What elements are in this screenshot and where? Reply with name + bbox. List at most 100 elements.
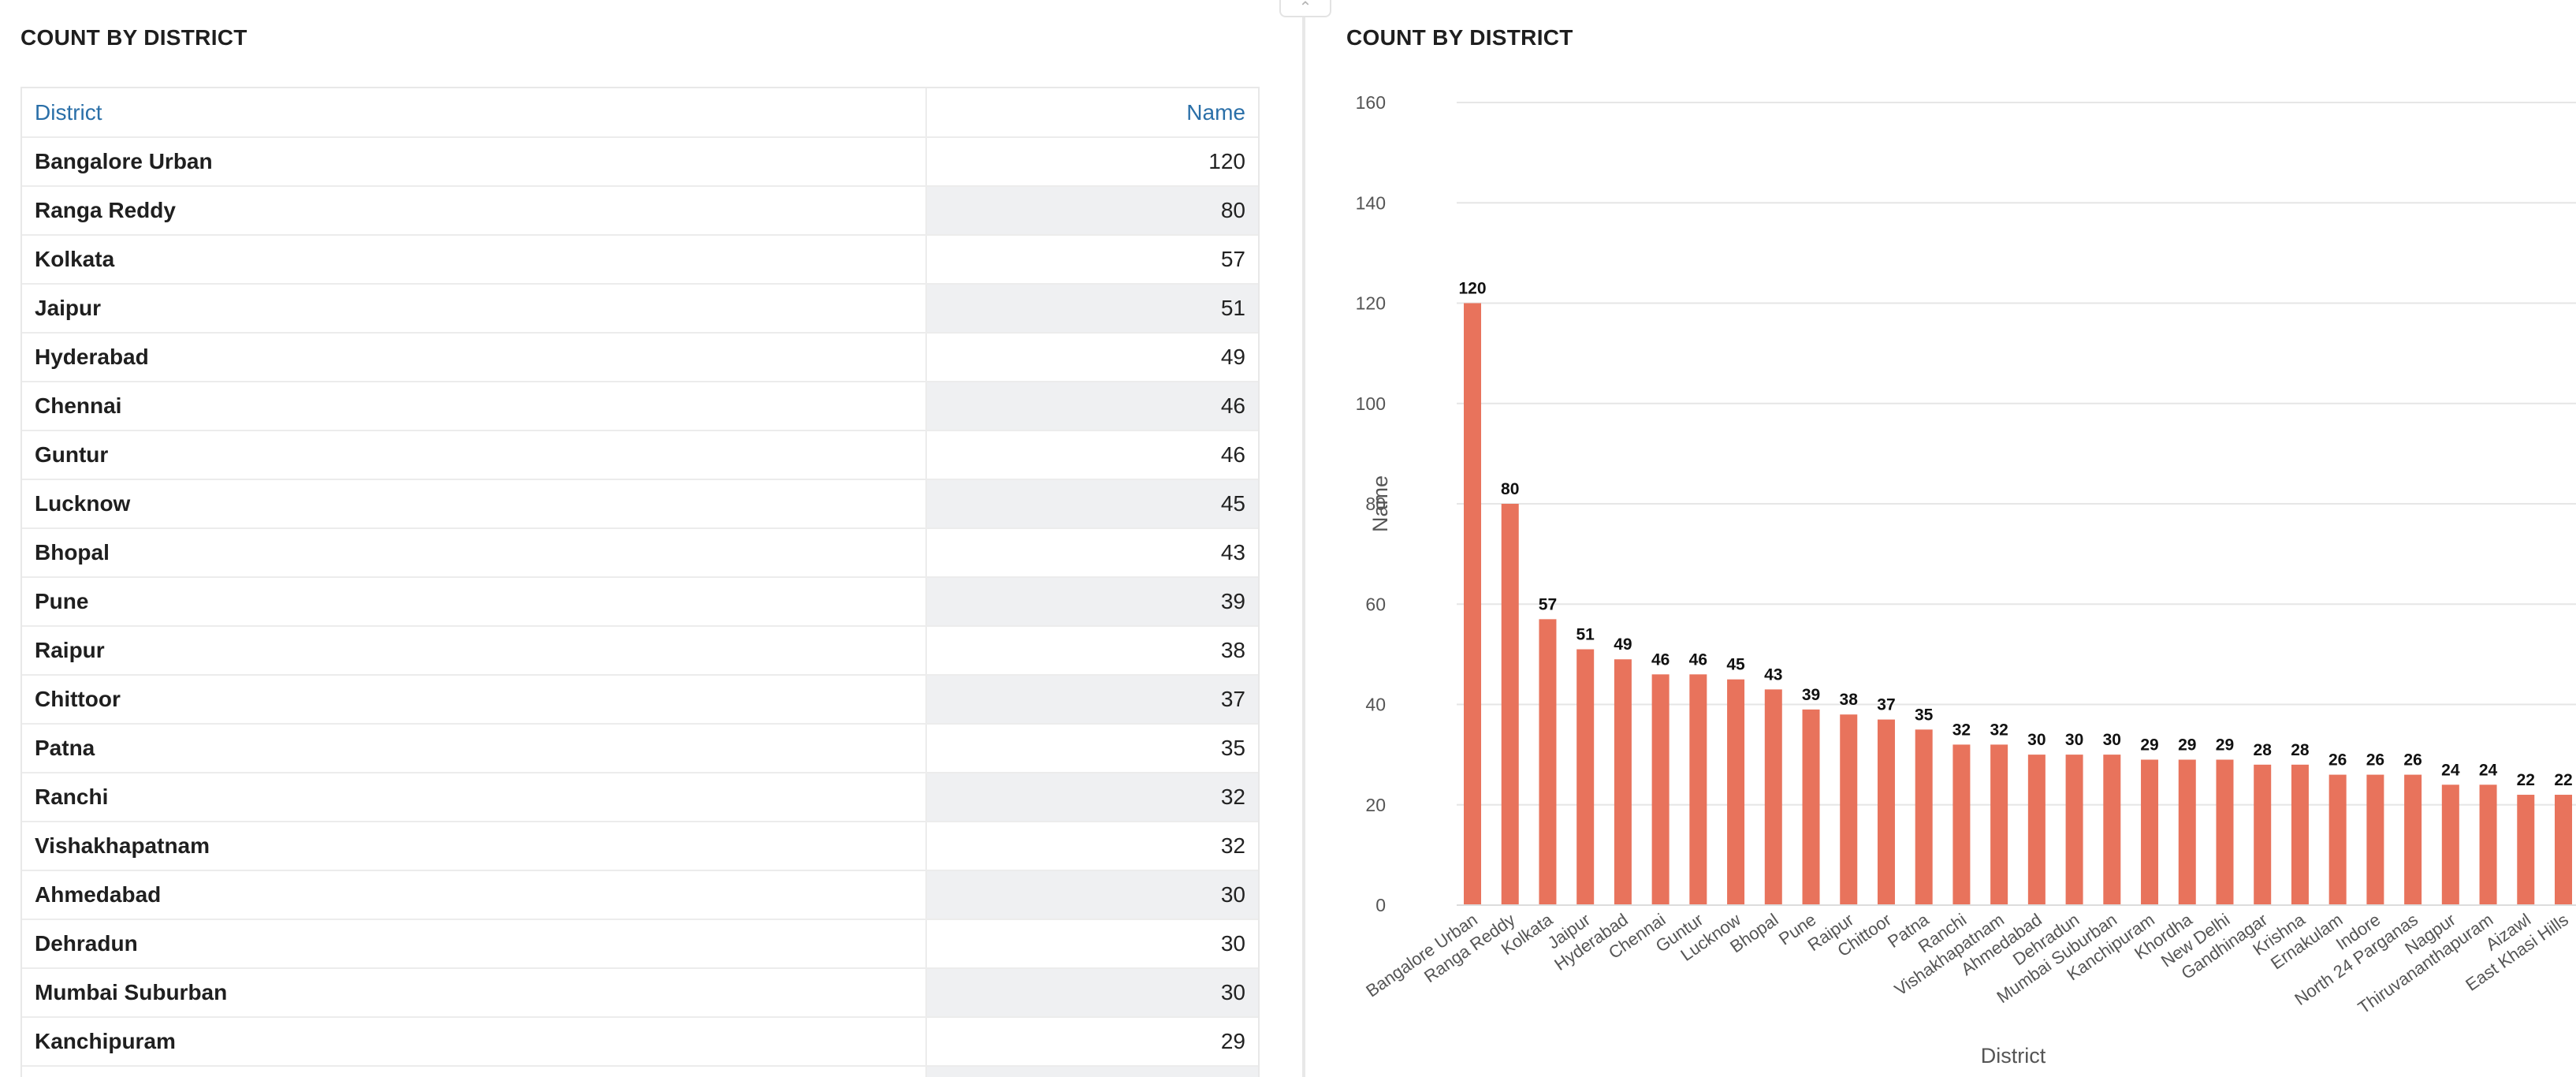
bar[interactable] — [2328, 774, 2347, 905]
table-row[interactable]: Raipur 38 — [22, 626, 1258, 676]
district-cell: Kolkata — [22, 235, 927, 285]
table-row[interactable]: Kanchipuram 29 — [22, 1017, 1258, 1067]
bar-value-label: 29 — [2216, 736, 2234, 754]
bar[interactable] — [1877, 719, 1895, 905]
bar[interactable] — [2216, 759, 2234, 905]
collapse-handle-icon[interactable]: ⌃ — [1279, 0, 1331, 17]
table-row[interactable]: Bhopal 43 — [22, 528, 1258, 578]
table-row[interactable]: Chennai 46 — [22, 382, 1258, 431]
table-row[interactable]: Lucknow 45 — [22, 479, 1258, 529]
bar[interactable] — [1840, 714, 1858, 905]
count-cell: 37 — [926, 675, 1258, 725]
table-row[interactable]: Ahmedabad 30 — [22, 870, 1258, 920]
bar[interactable] — [1764, 689, 1782, 905]
bar[interactable] — [1689, 674, 1707, 905]
table-row[interactable]: Jaipur 51 — [22, 284, 1258, 334]
table-row[interactable]: Dehradun 30 — [22, 919, 1258, 969]
bar[interactable] — [2178, 759, 2196, 905]
count-cell: 43 — [926, 528, 1258, 578]
district-cell: Ranga Reddy — [22, 186, 927, 236]
bar[interactable] — [1727, 679, 1745, 905]
bar[interactable] — [1464, 303, 1481, 906]
district-cell: Raipur — [22, 626, 927, 676]
bar[interactable] — [2479, 784, 2497, 905]
bar-value-label: 57 — [1539, 595, 1557, 613]
table-header-row: District Name — [22, 88, 1258, 138]
y-tick-label: 40 — [1365, 695, 1386, 715]
count-cell: 46 — [926, 430, 1258, 480]
table-row[interactable]: Ranga Reddy 80 — [22, 186, 1258, 236]
bar[interactable] — [1539, 619, 1557, 905]
count-cell: 80 — [926, 186, 1258, 236]
count-cell — [926, 1066, 1258, 1077]
district-cell: Lucknow — [22, 479, 927, 529]
bar[interactable] — [1915, 729, 1933, 905]
bar[interactable] — [2404, 774, 2422, 905]
bar[interactable] — [1576, 649, 1595, 905]
bar[interactable] — [1614, 659, 1632, 905]
table-row[interactable]: Ranchi 32 — [22, 773, 1258, 822]
bar[interactable] — [2103, 755, 2121, 905]
bar-value-label: 80 — [1501, 480, 1519, 498]
bar-value-label: 26 — [2328, 751, 2347, 770]
bar[interactable] — [2441, 784, 2459, 905]
bar-value-label: 24 — [2479, 761, 2498, 779]
bar[interactable] — [2027, 755, 2046, 905]
table-row[interactable]: Mumbai Suburban 30 — [22, 968, 1258, 1018]
left-panel-title: COUNT BY DISTRICT — [20, 25, 248, 50]
bar-value-label: 28 — [2254, 741, 2273, 759]
district-cell: Kanchipuram — [22, 1017, 927, 1067]
count-cell: 30 — [926, 919, 1258, 969]
count-cell: 32 — [926, 822, 1258, 871]
district-cell: Hyderabad — [22, 333, 927, 382]
count-cell: 120 — [926, 137, 1258, 187]
table-row[interactable] — [22, 1066, 1258, 1077]
bar-value-label: 30 — [2065, 731, 2083, 749]
table-row[interactable]: Patna 35 — [22, 724, 1258, 773]
bar[interactable] — [1501, 504, 1519, 905]
district-cell: Vishakhapatnam — [22, 822, 927, 871]
y-tick-label: 60 — [1365, 594, 1386, 614]
y-tick-label: 120 — [1356, 293, 1386, 314]
bar-value-label: 38 — [1840, 691, 1859, 709]
table-row[interactable]: Kolkata 57 — [22, 235, 1258, 285]
table-row[interactable]: Bangalore Urban 120 — [22, 137, 1258, 187]
bar[interactable] — [1651, 674, 1670, 905]
bar[interactable] — [1952, 744, 1971, 905]
count-cell: 49 — [926, 333, 1258, 382]
bar[interactable] — [1990, 744, 2008, 905]
bar-value-label: 22 — [2554, 771, 2572, 789]
district-cell: Chennai — [22, 382, 927, 431]
bar-value-label: 30 — [2027, 731, 2046, 749]
panel-divider[interactable] — [1302, 0, 1305, 1077]
bar[interactable] — [2517, 795, 2535, 905]
bar-value-label: 26 — [2403, 751, 2422, 770]
table-row[interactable]: Hyderabad 49 — [22, 333, 1258, 382]
bar-value-label: 28 — [2291, 741, 2310, 759]
column-header-name[interactable]: Name — [926, 88, 1258, 138]
table-row[interactable]: Chittoor 37 — [22, 675, 1258, 725]
bar-value-label: 46 — [1651, 650, 1670, 669]
count-cell: 30 — [926, 870, 1258, 920]
table-row[interactable]: Vishakhapatnam 32 — [22, 822, 1258, 871]
bar[interactable] — [2555, 795, 2572, 905]
bar-value-label: 46 — [1689, 650, 1707, 669]
bar[interactable] — [2254, 764, 2272, 905]
count-cell: 38 — [926, 626, 1258, 676]
bar[interactable] — [2141, 759, 2159, 905]
bar[interactable] — [1802, 709, 1820, 905]
bar[interactable] — [2065, 755, 2083, 905]
bar-value-label: 51 — [1576, 626, 1595, 644]
bar-value-label: 29 — [2178, 736, 2196, 754]
district-cell: Chittoor — [22, 675, 927, 725]
bar-value-label: 29 — [2140, 736, 2158, 754]
column-header-district[interactable]: District — [22, 88, 927, 138]
count-cell: 57 — [926, 235, 1258, 285]
district-cell — [22, 1066, 927, 1077]
bar-value-label: 43 — [1764, 665, 1782, 684]
bar[interactable] — [2291, 764, 2309, 905]
table-row[interactable]: Guntur 46 — [22, 430, 1258, 480]
table-row[interactable]: Pune 39 — [22, 577, 1258, 627]
bar[interactable] — [2366, 774, 2384, 905]
